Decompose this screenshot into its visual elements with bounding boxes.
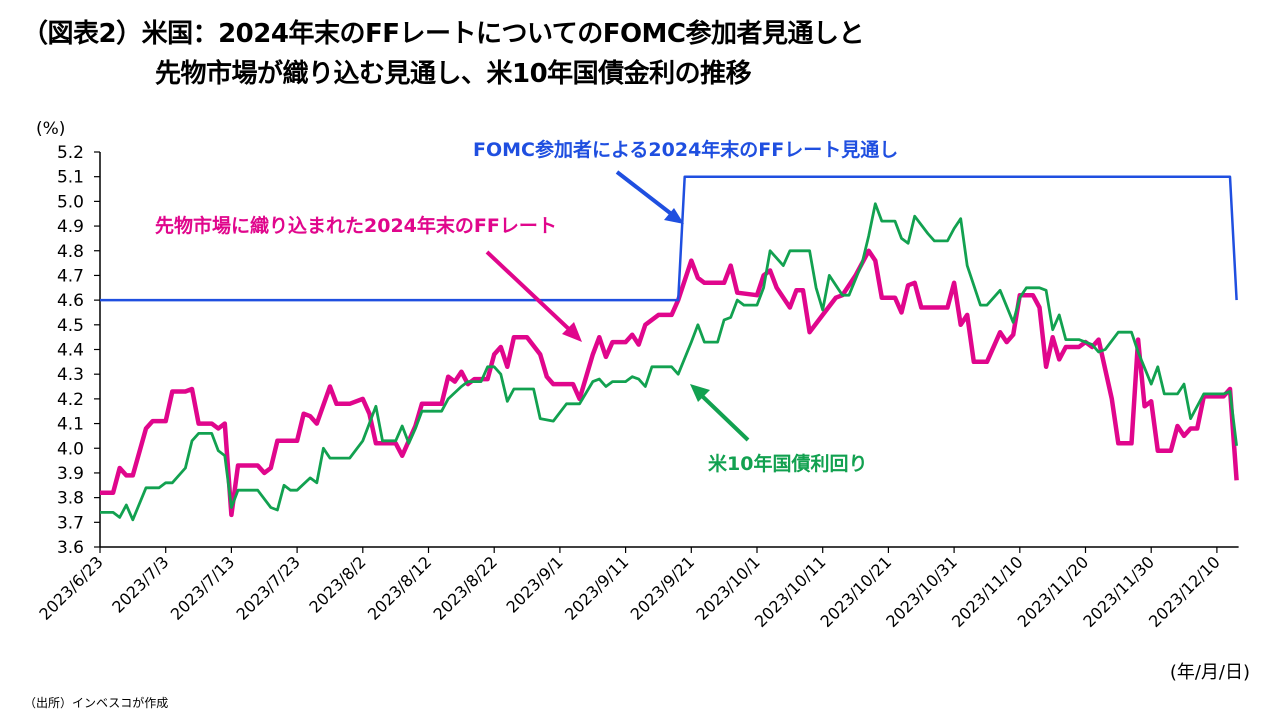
annotation-fomc: FOMC参加者による2024年末のFFレート見通し bbox=[473, 138, 898, 161]
arrow-ust10y bbox=[690, 384, 750, 442]
x-tick-label: 2023/6/23 bbox=[35, 552, 106, 623]
annotation-ust10y: 米10年国債利回り bbox=[708, 452, 867, 475]
x-tick-label: 2023/9/11 bbox=[561, 552, 632, 623]
title-line-1: （図表2）米国：2024年末のFFレートについてのFOMC参加者見通しと bbox=[22, 19, 865, 49]
y-tick-label: 3.9 bbox=[57, 464, 84, 484]
x-tick-label: 2023/7/3 bbox=[108, 552, 172, 616]
arrow-futures bbox=[485, 250, 582, 342]
y-tick-label: 4.4 bbox=[57, 341, 84, 361]
annotation-futures: 先物市場に織り込まれた2024年末のFFレート bbox=[155, 214, 557, 237]
x-tick-label: 2023/7/23 bbox=[232, 552, 303, 623]
y-tick-label: 3.7 bbox=[57, 513, 84, 533]
series-fomc-projection bbox=[100, 175, 1238, 302]
y-tick-label: 5.2 bbox=[57, 143, 84, 163]
y-tick-label: 4.5 bbox=[57, 316, 84, 336]
x-tick-label: 2023/7/13 bbox=[167, 552, 238, 623]
series-futures-implied bbox=[100, 248, 1239, 518]
y-tick-label: 5.1 bbox=[57, 168, 84, 188]
y-tick-label: 4.1 bbox=[57, 415, 84, 435]
y-tick-label: 3.6 bbox=[57, 538, 84, 558]
y-tick-label: 4.6 bbox=[57, 291, 84, 311]
x-axis-unit: (年/月/日) bbox=[1170, 662, 1250, 683]
y-tick-label: 4.0 bbox=[57, 439, 84, 459]
x-tick-label: 2023/8/2 bbox=[305, 552, 369, 616]
y-tick-label: 3.8 bbox=[57, 489, 84, 509]
y-axis-unit: (%) bbox=[36, 119, 65, 139]
x-tick-label: 2023/10/1 bbox=[692, 552, 763, 623]
x-tick-label: 2023/9/21 bbox=[627, 552, 698, 623]
y-tick-label: 4.8 bbox=[57, 242, 84, 262]
x-tick-label: 2023/8/12 bbox=[364, 552, 435, 623]
x-tick-label: 2023/12/10 bbox=[1145, 552, 1224, 631]
y-tick-label: 4.3 bbox=[57, 365, 84, 385]
series-ust-10y bbox=[100, 202, 1238, 522]
source-note: （出所）インベスコが作成 bbox=[24, 696, 169, 710]
y-tick-label: 4.7 bbox=[57, 266, 84, 286]
arrow-fomc bbox=[615, 170, 684, 224]
y-tick-label: 4.2 bbox=[57, 390, 84, 410]
x-tick-label: 2023/8/22 bbox=[430, 552, 501, 623]
y-tick-label: 4.9 bbox=[57, 217, 84, 237]
title-line-2: 先物市場が織り込む見通し、米10年国債金利の推移 bbox=[155, 59, 752, 89]
y-tick-label: 5.0 bbox=[57, 192, 84, 212]
chart-title: （図表2）米国：2024年末のFFレートについてのFOMC参加者見通しと 先物市… bbox=[22, 14, 865, 94]
x-tick-label: 2023/9/1 bbox=[502, 552, 566, 616]
